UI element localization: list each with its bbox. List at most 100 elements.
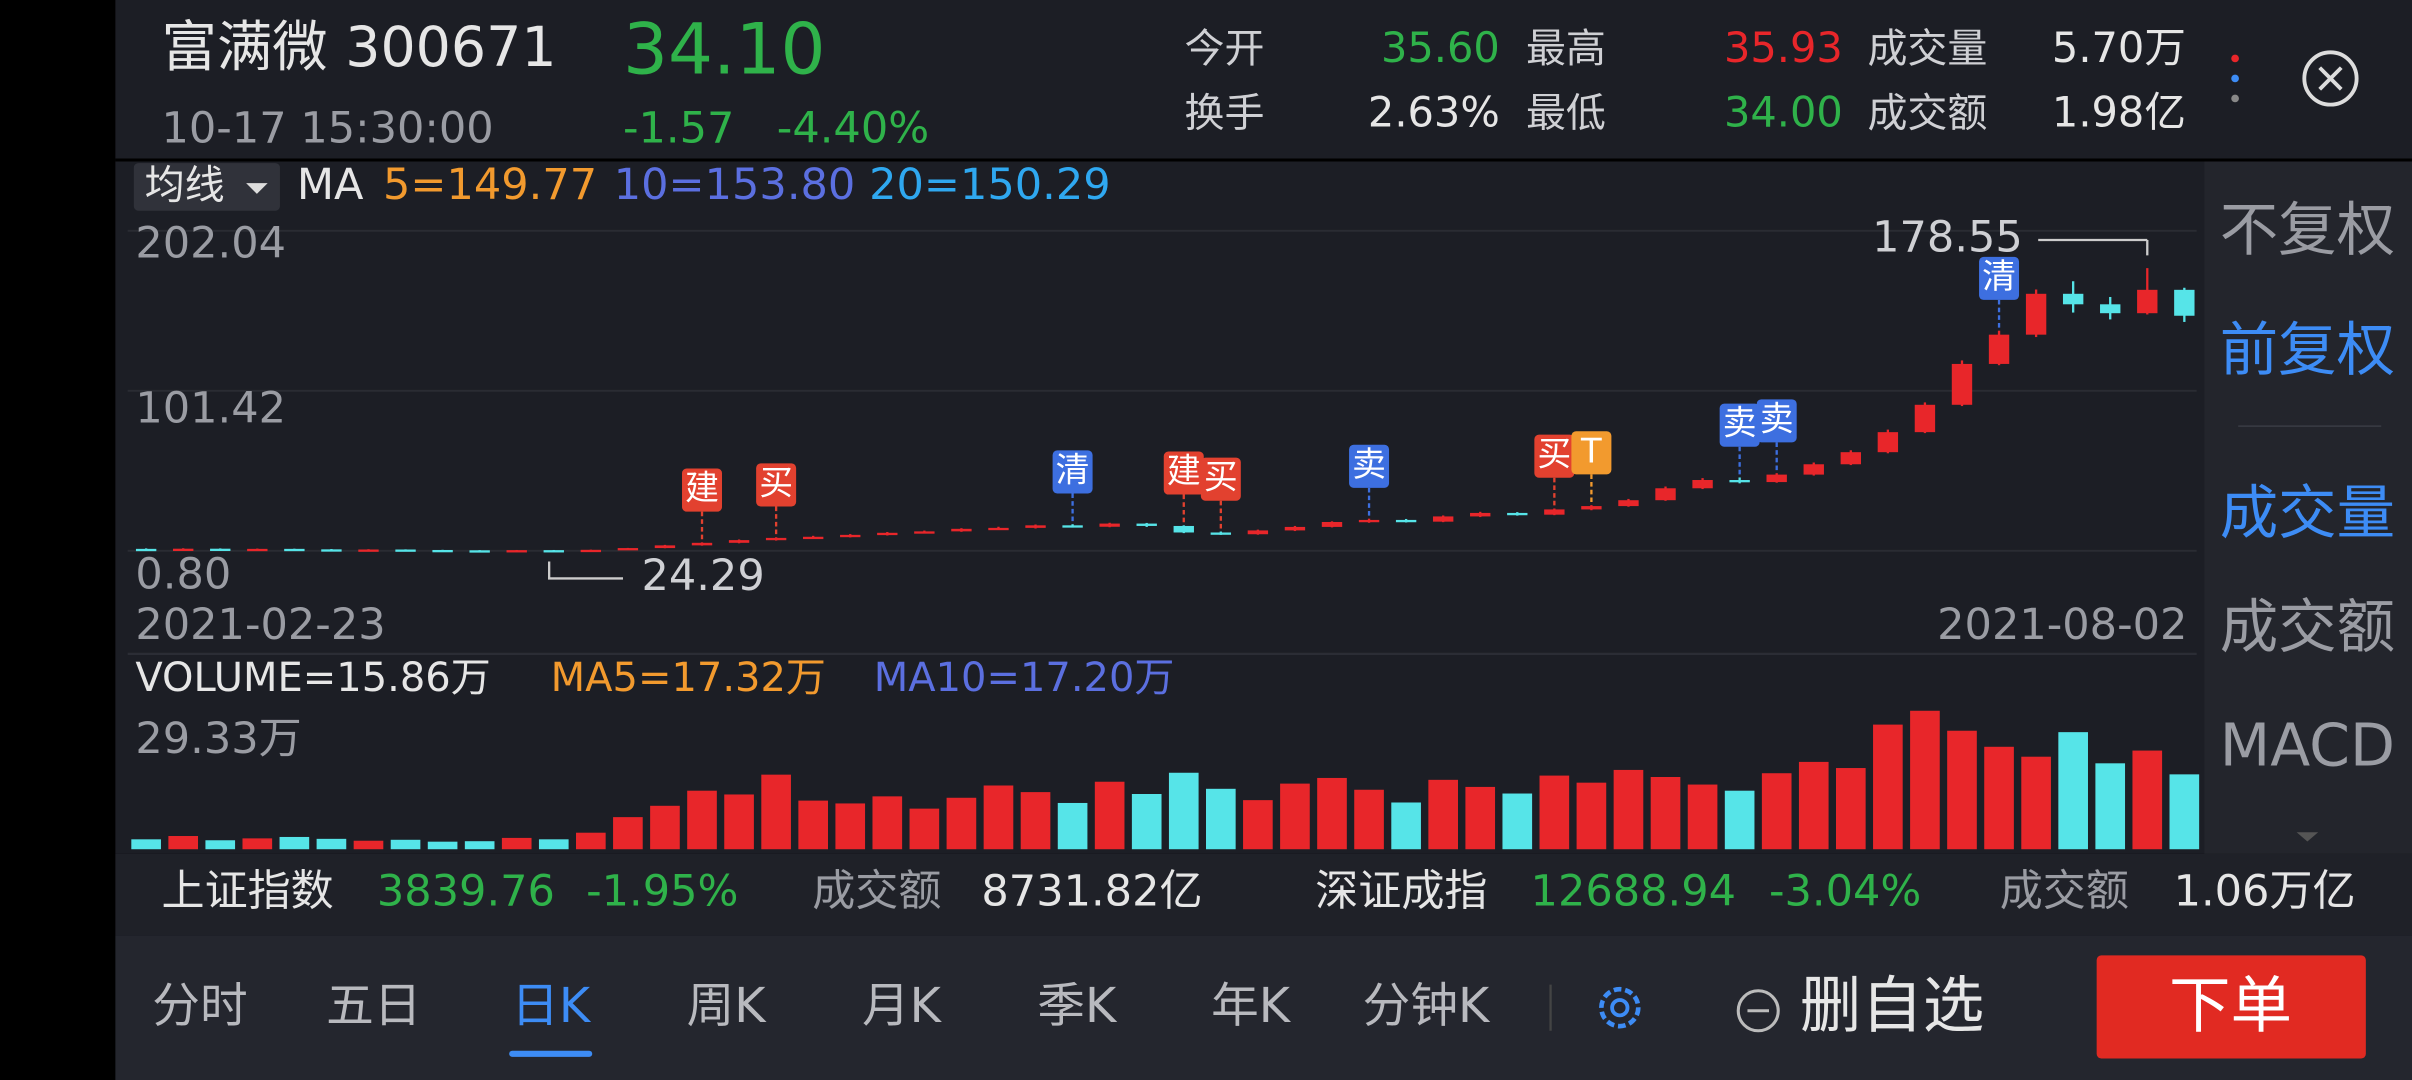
side-option[interactable]: 不复权: [2220, 196, 2395, 264]
candle-body: [1173, 525, 1194, 533]
side-option[interactable]: MACD: [2220, 711, 2395, 779]
candle-body: [1432, 516, 1454, 522]
remove-watch-label[interactable]: 删自选: [1800, 969, 1985, 1041]
candle-body: [765, 537, 787, 541]
candle-body: [1358, 519, 1380, 523]
volume-bar: [1243, 800, 1273, 850]
side-option[interactable]: 成交量: [2220, 479, 2395, 547]
start-date: 2021-02-23: [135, 600, 385, 650]
candle-body: [617, 548, 639, 551]
ma-button-label[interactable]: 均线: [145, 163, 225, 209]
marker-box: [1719, 403, 1760, 447]
kline-chart: 202.04101.420.80178.5524.29建买清建买卖买 T卖 卖清: [127, 212, 2197, 601]
volume-bar: [131, 839, 161, 850]
end-date: 2021-08-02: [1937, 600, 2187, 650]
candle-body: [1210, 532, 1232, 535]
turnover-value: 8731.82亿: [981, 866, 1202, 916]
close-button[interactable]: [2302, 50, 2359, 107]
order-button[interactable]: [2096, 955, 2366, 1059]
low-leader: [548, 561, 623, 580]
index-value: 3839.76: [377, 866, 555, 916]
volume-bar: [390, 839, 421, 850]
candle-body: [2137, 289, 2158, 314]
stat-label: 今开: [1184, 26, 1264, 72]
marker-box: [1534, 434, 1575, 478]
tab-underline: [509, 1050, 593, 1057]
ma-button[interactable]: [133, 163, 280, 211]
candle-body: [1803, 464, 1824, 475]
tab[interactable]: 季K: [1037, 979, 1118, 1034]
marker-label: 买: [759, 463, 793, 502]
candle-body: [543, 550, 564, 553]
ma10: 10=153.80: [614, 160, 856, 210]
volume-bar: [2021, 756, 2051, 850]
candle-body: [1470, 512, 1491, 517]
candle-body: [1914, 404, 1936, 433]
volume-bar: [1724, 790, 1755, 850]
index-value: 12688.94: [1531, 866, 1736, 916]
volume-bar: [1428, 779, 1458, 850]
volume-bar: [1280, 783, 1310, 850]
tab[interactable]: 周K: [687, 979, 768, 1034]
marker-label: 清: [1056, 450, 1090, 489]
side-option[interactable]: 成交额: [2220, 593, 2395, 661]
volume-bar: [316, 838, 347, 850]
candle-body: [1321, 521, 1343, 527]
volume-bar: [1873, 724, 1903, 850]
candle-body: [1062, 525, 1083, 528]
volume-bar: [1020, 792, 1051, 850]
marker-box: [756, 463, 797, 507]
volume-bar: [650, 805, 680, 850]
candle-body: [247, 548, 268, 552]
candle-body: [1581, 506, 1602, 510]
volume-bar: [687, 790, 717, 850]
marker-box: [682, 468, 723, 512]
ma20: 20=150.29: [869, 160, 1111, 210]
menu-dot[interactable]: [2231, 94, 2239, 103]
tab[interactable]: 五日: [326, 979, 421, 1034]
tab[interactable]: 日K: [511, 979, 592, 1034]
volume-bar: [1650, 777, 1681, 850]
y-tick-label: 0.80: [135, 549, 231, 599]
candle-body: [1877, 432, 1899, 453]
volume-bar: [501, 837, 532, 850]
volume-bar: [464, 841, 495, 850]
marker-label: 买: [1537, 435, 1571, 474]
candle-body: [988, 527, 1009, 531]
volume-bar: [835, 803, 866, 850]
candle-body: [135, 548, 157, 552]
order-button-label[interactable]: 下单: [2169, 969, 2292, 1041]
settings-icon[interactable]: [1599, 986, 1641, 1029]
marker-label: 卖: [1760, 399, 1794, 438]
volume-bar: [1910, 710, 1940, 850]
tabs: 分时 五日 日K 周K 月K 季K 年K 分钟K: [152, 979, 1491, 1057]
stat-label: 成交量: [1867, 26, 1987, 72]
tab[interactable]: 年K: [1211, 979, 1292, 1034]
candle-body: [506, 550, 527, 553]
menu-dot[interactable]: [2231, 74, 2239, 83]
volume-bar: [2169, 774, 2200, 850]
candle-body: [1544, 509, 1565, 515]
candle-body: [2062, 293, 2084, 305]
volume-bar: [1947, 730, 1977, 850]
volume-bar: [1798, 761, 1829, 850]
candle-body: [2174, 289, 2195, 316]
volume-bar: [909, 808, 940, 850]
volume-bar: [613, 817, 643, 850]
tab[interactable]: 分时: [152, 979, 247, 1034]
volume-bar: [353, 840, 384, 850]
volume-bar: [1465, 786, 1496, 850]
candle-body: [877, 532, 898, 536]
index-name: 上证指数: [162, 866, 334, 916]
volume-ma10: MA10=17.20万: [874, 655, 1175, 701]
menu-dot[interactable]: [2231, 54, 2239, 63]
side-option[interactable]: 前复权: [2220, 316, 2395, 384]
candle-body: [210, 548, 231, 552]
volume-bar: [1761, 773, 1792, 850]
remove-watch[interactable]: 删自选: [1736, 969, 1985, 1041]
tab[interactable]: 月K: [862, 979, 943, 1034]
tab[interactable]: 分钟K: [1363, 979, 1491, 1034]
marker-label: 清: [1982, 257, 2016, 296]
volume-bar: [1613, 769, 1644, 850]
